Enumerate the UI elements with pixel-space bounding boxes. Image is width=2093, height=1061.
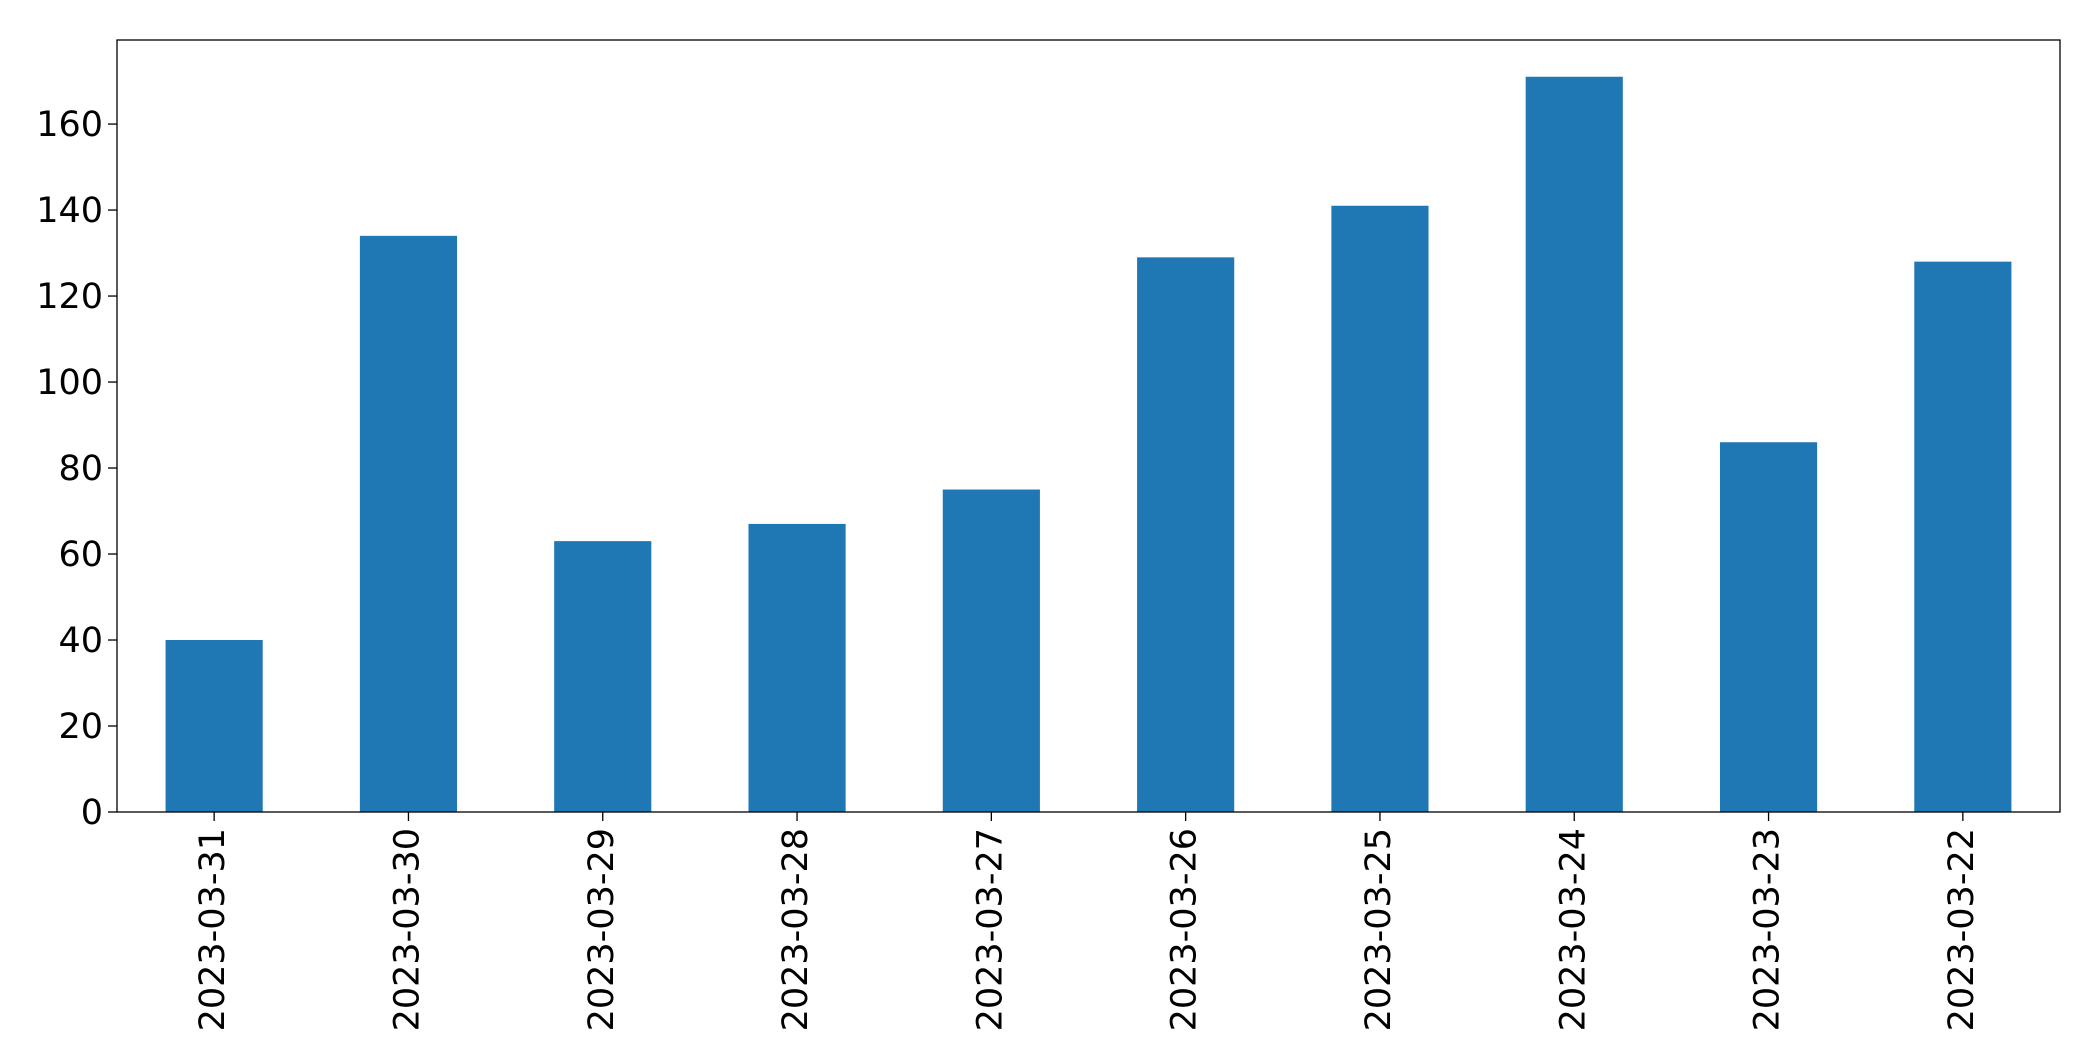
bar-2023-03-24 xyxy=(1525,76,1623,812)
y-tick-label: 40 xyxy=(58,621,103,661)
y-tick-label: 60 xyxy=(58,535,103,575)
bar-2023-03-25 xyxy=(1331,205,1429,812)
bar-2023-03-30 xyxy=(359,235,458,813)
x-tick-label: 2023-03-31 xyxy=(193,828,233,1031)
y-tick-label: 100 xyxy=(36,363,103,403)
x-tick-label: 2023-03-22 xyxy=(1942,828,1982,1031)
bar-2023-03-31 xyxy=(165,640,263,812)
x-tick-label: 2023-03-28 xyxy=(776,828,816,1031)
plot-area: 0 20 40 60 80 100 120 140 160 2023-03-31 2023-03-3… xyxy=(36,39,2061,1031)
y-tick-label: 80 xyxy=(58,449,103,489)
bar-2023-03-28 xyxy=(748,523,846,812)
bar-2023-03-23 xyxy=(1719,442,1818,812)
y-tick-label: 0 xyxy=(81,793,103,833)
bar-2023-03-22 xyxy=(1914,261,2012,812)
y-tick-label: 140 xyxy=(36,191,103,231)
x-tick-label: 2023-03-27 xyxy=(970,828,1010,1031)
x-tick-label: 2023-03-30 xyxy=(387,828,427,1031)
x-tick-label: 2023-03-25 xyxy=(1359,828,1399,1031)
y-tick-label: 160 xyxy=(36,105,103,145)
bar-2023-03-26 xyxy=(1137,257,1235,813)
y-tick-label: 20 xyxy=(58,707,103,747)
x-tick-label: 2023-03-24 xyxy=(1553,828,1593,1031)
bar-2023-03-29 xyxy=(554,541,652,812)
bar-2023-03-27 xyxy=(942,489,1040,812)
x-tick-label: 2023-03-29 xyxy=(582,828,622,1031)
plot-frame xyxy=(116,39,2061,813)
y-tick-label: 120 xyxy=(36,277,103,317)
x-tick-label: 2023-03-23 xyxy=(1748,828,1788,1031)
x-tick-label: 2023-03-26 xyxy=(1165,828,1205,1031)
